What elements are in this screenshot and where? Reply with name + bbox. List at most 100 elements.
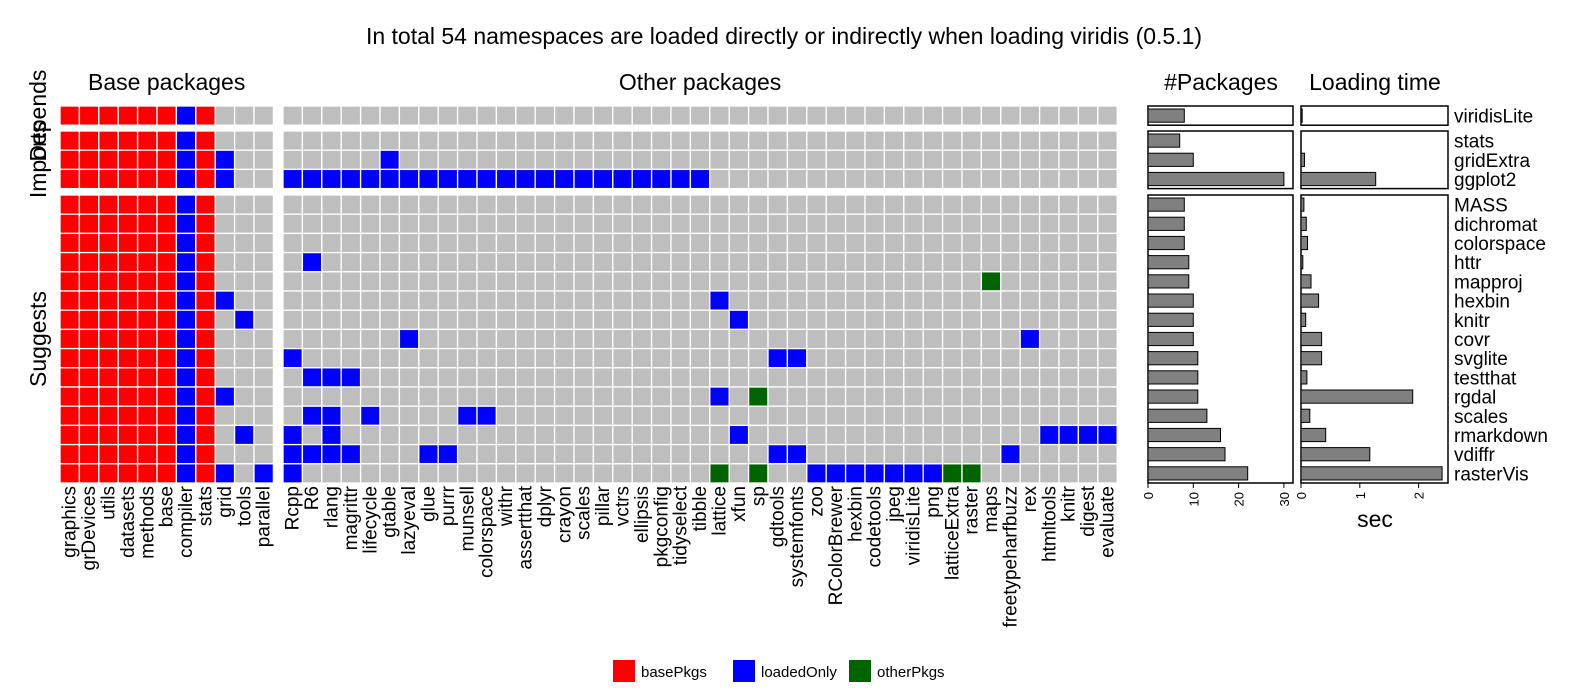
cell-mass-purrr bbox=[437, 194, 459, 215]
cell-scales-glue bbox=[418, 405, 439, 427]
cell-ggplot2-datasets bbox=[117, 168, 139, 190]
cell-mapproj-lattice bbox=[709, 271, 730, 292]
packages-tick-label-0: 0 bbox=[1141, 492, 1156, 499]
cell-dichromat-tools bbox=[233, 213, 255, 235]
cell-viridislite-jpeg bbox=[883, 105, 905, 126]
cell-rastervis-tidyselect bbox=[670, 463, 692, 484]
cell-hexbin-rex bbox=[1019, 290, 1041, 311]
cell-hexbin-lazyeval bbox=[398, 290, 420, 311]
cell-knitr-gtable bbox=[379, 309, 401, 331]
cell-stats-methods bbox=[136, 130, 158, 151]
cell-ggplot2-freetypeharfbuzz bbox=[1000, 168, 1021, 190]
column-label-freetypeharfbuzz: freetypeharfbuzz bbox=[1001, 486, 1022, 628]
cell-knitr-lazyeval bbox=[398, 309, 420, 331]
cell-rmarkdown-codetools bbox=[864, 424, 886, 446]
heatmap-cells bbox=[59, 105, 1118, 484]
cell-knitr-r6 bbox=[301, 309, 323, 331]
cell-hexbin-withr bbox=[495, 290, 517, 311]
cell-mass-grdevices bbox=[78, 194, 100, 215]
cell-viridislite-grdevices bbox=[78, 105, 100, 126]
cell-httr-pkgconfig bbox=[650, 251, 672, 273]
cell-rgdal-purrr bbox=[437, 386, 459, 407]
cell-vdiffr-evaluate bbox=[1097, 443, 1118, 465]
cell-vdiffr-gtable bbox=[379, 443, 401, 465]
cell-mass-htmltools bbox=[1038, 194, 1060, 215]
cell-hexbin-freetypeharfbuzz bbox=[1000, 290, 1021, 311]
cell-viridislite-ellipsis bbox=[631, 105, 653, 126]
cell-vdiffr-tidyselect bbox=[670, 443, 692, 465]
cell-mapproj-sp bbox=[747, 271, 769, 292]
cell-covr-munsell bbox=[456, 328, 478, 350]
cell-rmarkdown-tools bbox=[233, 424, 255, 446]
cell-svglite-scales bbox=[573, 347, 595, 369]
cell-mapproj-viridislite bbox=[903, 271, 924, 292]
time-panel-title: Loading time bbox=[1309, 69, 1441, 95]
cell-knitr-zoo bbox=[806, 309, 827, 331]
cell-rmarkdown-base bbox=[156, 424, 178, 446]
cell-dichromat-magrittr bbox=[340, 213, 362, 235]
packages-panel-title: #Packages bbox=[1164, 69, 1278, 95]
cell-vdiffr-viridislite bbox=[903, 443, 924, 465]
cell-hexbin-lattice bbox=[709, 290, 730, 311]
cell-rgdal-codetools bbox=[864, 386, 886, 407]
cell-testthat-grdevices bbox=[78, 367, 100, 388]
cell-dichromat-evaluate bbox=[1097, 213, 1118, 235]
cell-colorspace-crayon bbox=[553, 232, 575, 254]
cell-colorspace-htmltools bbox=[1038, 232, 1060, 254]
row-label-rgdal: rgdal bbox=[1454, 388, 1496, 409]
packages-bar-covr bbox=[1147, 331, 1194, 347]
cell-vdiffr-zoo bbox=[806, 443, 827, 465]
cell-viridislite-evaluate bbox=[1097, 105, 1118, 126]
cell-mass-parallel bbox=[253, 194, 275, 215]
cell-stats-jpeg bbox=[883, 130, 905, 151]
cell-testthat-lifecycle bbox=[359, 367, 381, 388]
packages-bar-scales bbox=[1147, 408, 1208, 423]
cell-testthat-utils bbox=[98, 367, 119, 388]
time-bar-knitr bbox=[1300, 312, 1307, 327]
cell-dichromat-lattice bbox=[709, 213, 730, 235]
cell-vdiffr-grid bbox=[214, 443, 236, 465]
cell-covr-freetypeharfbuzz bbox=[1000, 328, 1021, 350]
cell-colorspace-xfun bbox=[728, 232, 750, 254]
cell-stats-knitr bbox=[1058, 130, 1080, 151]
cell-rastervis-freetypeharfbuzz bbox=[1000, 463, 1021, 484]
cell-httr-raster bbox=[961, 251, 983, 273]
cell-rmarkdown-datasets bbox=[117, 424, 139, 446]
cell-scales-hexbin bbox=[844, 405, 866, 427]
cell-rastervis-latticeextra bbox=[941, 463, 963, 484]
cell-colorspace-gtable bbox=[379, 232, 401, 254]
cell-hexbin-r6 bbox=[301, 290, 323, 311]
cell-hexbin-rcpp bbox=[282, 290, 304, 311]
cell-svglite-methods bbox=[136, 347, 158, 369]
packages-bar-colorspace bbox=[1147, 235, 1185, 251]
cell-scales-rcolorbrewer bbox=[825, 405, 847, 427]
row-label-stats: stats bbox=[1454, 132, 1494, 153]
column-label-sp: sp bbox=[748, 486, 769, 506]
column-label-png: png bbox=[923, 486, 944, 518]
cell-rastervis-stats bbox=[195, 463, 216, 484]
cell-ggplot2-rcpp bbox=[282, 168, 304, 190]
row-label-vdiffr: vdiffr bbox=[1454, 445, 1496, 466]
cell-mass-viridislite bbox=[903, 194, 924, 215]
cell-mass-gdtools bbox=[767, 194, 789, 215]
cell-svglite-graphics bbox=[59, 347, 81, 369]
cell-rastervis-base bbox=[156, 463, 178, 484]
cell-viridislite-stats bbox=[195, 105, 216, 126]
time-bar-svglite bbox=[1300, 351, 1323, 366]
cell-ggplot2-pkgconfig bbox=[650, 168, 672, 190]
cell-rmarkdown-sp bbox=[747, 424, 769, 446]
cell-testthat-jpeg bbox=[883, 367, 905, 388]
cell-rgdal-stats bbox=[195, 386, 216, 407]
cell-covr-grid bbox=[214, 328, 236, 350]
cell-hexbin-evaluate bbox=[1097, 290, 1118, 311]
cell-mass-lattice bbox=[709, 194, 730, 215]
packages-bar-rgdal bbox=[1147, 389, 1199, 404]
cell-mass-colorspace bbox=[476, 194, 498, 215]
cell-viridislite-lazyeval bbox=[398, 105, 420, 126]
cell-stats-munsell bbox=[456, 130, 478, 151]
column-label-gtable: gtable bbox=[380, 486, 401, 538]
cell-ggplot2-magrittr bbox=[340, 168, 362, 190]
cell-testthat-stats bbox=[195, 367, 216, 388]
cell-httr-assertthat bbox=[515, 251, 536, 273]
cell-testthat-withr bbox=[495, 367, 517, 388]
